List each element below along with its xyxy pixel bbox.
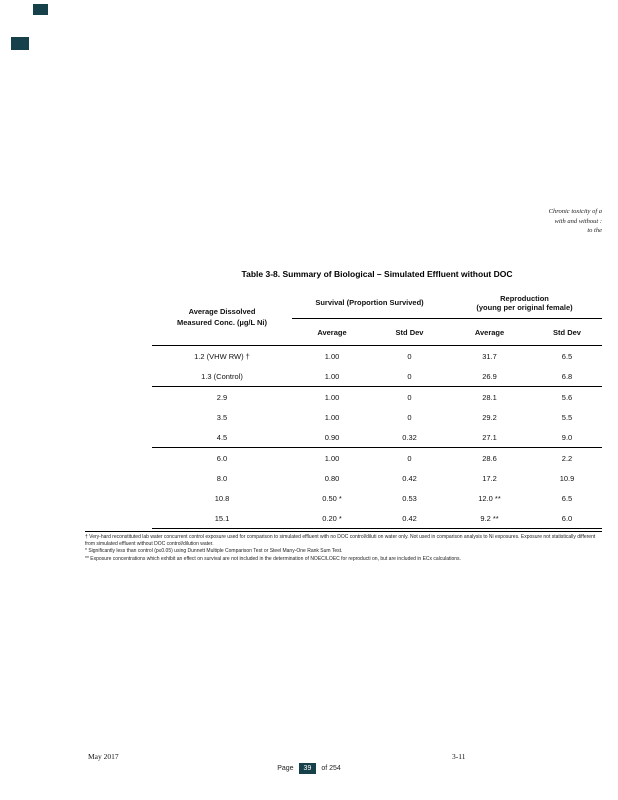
cell: 5.6: [532, 386, 603, 407]
cell: 0.50 *: [322, 493, 342, 503]
header-note-line: Chronic toxicity of a: [548, 208, 602, 215]
table-row: 10.8 0.50 * 0.53 12.0 ** 6.5: [152, 488, 602, 508]
row-label: 8.0: [216, 473, 228, 483]
page-indicator-suffix: of 254: [321, 765, 341, 772]
cell: 0.53: [402, 493, 417, 503]
column-header-average: Average: [292, 318, 372, 346]
row-label: 1.2 (VHW RW) †: [194, 351, 250, 361]
row-label: 6.0: [152, 447, 292, 468]
header-note-line: with and without :: [554, 217, 603, 225]
cell: 31.7: [482, 351, 497, 361]
column-header-average: Average: [447, 318, 533, 346]
column-header-stddev: Std Dev: [532, 318, 603, 346]
cell: 28.1: [447, 386, 533, 407]
cell: 12.0 **: [478, 493, 501, 503]
cell: 0.80: [324, 473, 340, 483]
footnote: † Very-hard reconstituted lab water conc…: [85, 534, 596, 547]
table-group-header-row: Average Dissolved Measured Conc. (µg/L N…: [152, 288, 603, 346]
row-label: 3.5: [216, 412, 228, 422]
column-group-reproduction: Reproduction (young per original female): [447, 288, 603, 319]
table-subheader-row: Average Std Dev Average Std Dev: [152, 318, 603, 346]
row-label: 15.1: [152, 508, 292, 529]
row-label: 2.9: [152, 386, 292, 407]
cell: 6.0: [532, 508, 603, 529]
column-header-line: Measured Conc. (µg/L Ni): [176, 317, 268, 327]
cell: 26.9: [482, 371, 497, 381]
table-row: 4.5 0.90 0.32 27.1 9.0: [152, 427, 602, 448]
cell: 0: [372, 447, 448, 468]
column-header-stddev: Std Dev: [372, 318, 448, 346]
footer-page-label: 3-11: [452, 752, 466, 761]
footnote: * Significantly less than control (p≤0.0…: [85, 548, 343, 554]
page-indicator-prefix: Page: [277, 765, 294, 772]
row-label: 4.5: [216, 432, 228, 442]
table-row: 3.5 1.00 0 29.2 5.5: [152, 407, 602, 427]
cell: 0.42: [372, 508, 448, 529]
table-row: 1.2 (VHW RW) † 1.00 0 31.7 6.5: [152, 346, 602, 367]
cell: 0: [407, 412, 412, 422]
cell: 10.9: [559, 473, 575, 483]
cell: 6.5: [561, 493, 573, 503]
table-row: 6.0 1.00 0 28.6 2.2: [152, 447, 603, 468]
cell: 1.00: [324, 371, 340, 381]
column-header-concentration: Average Dissolved Measured Conc. (µg/L N…: [152, 288, 292, 346]
column-group-label: Survival (Proportion Survived): [315, 298, 424, 308]
summary-table: Average Dissolved Measured Conc. (µg/L N…: [152, 288, 603, 529]
page-indicator: Page 39 of 254: [0, 763, 618, 774]
table-row: 1.3 (Control) 1.00 0 26.9 6.8: [152, 366, 602, 387]
cell: 1.00: [292, 386, 372, 407]
cell: 0: [372, 386, 448, 407]
cell: 0: [407, 371, 412, 381]
table-row: 2.9 1.00 0 28.1 5.6: [152, 386, 603, 407]
column-group-label: Reproduction: [500, 293, 549, 303]
cell: 9.0: [561, 432, 573, 442]
table-row: 15.1 0.20 * 0.42 9.2 ** 6.0: [152, 508, 603, 529]
cell: 1.00: [324, 412, 340, 422]
table-title: Table 3-8. Summary of Biological – Simul…: [241, 269, 513, 279]
cell: 6.8: [561, 371, 573, 381]
highlight-marker-icon: [11, 37, 29, 50]
table-row: 8.0 0.80 0.42 17.2 10.9: [152, 468, 602, 488]
header-note: Chronic toxicity of a with and without :…: [549, 207, 602, 236]
cell: 1.00: [292, 447, 372, 468]
cell: 28.6: [447, 447, 533, 468]
header-note-line: to the: [587, 227, 602, 234]
row-label: 10.8: [214, 493, 230, 503]
cell: 5.5: [561, 412, 573, 422]
row-label: 1.3 (Control): [201, 371, 243, 381]
cell: 0.42: [402, 473, 417, 483]
column-group-label: (young per original female): [476, 303, 573, 312]
page-number-input[interactable]: 39: [298, 763, 317, 774]
footer-date: May 2017: [88, 752, 119, 761]
cell: 0.90: [324, 432, 340, 442]
cell: 2.2: [532, 447, 603, 468]
cell: 6.5: [561, 351, 573, 361]
cell: 9.2 **: [447, 508, 533, 529]
column-group-survival: Survival (Proportion Survived): [292, 288, 448, 319]
table-footnotes: † Very-hard reconstituted lab water conc…: [85, 531, 602, 563]
cell: 0.32: [402, 432, 417, 442]
cell: 1.00: [324, 351, 340, 361]
footnote: ** Exposure concentrations which exhibit…: [85, 555, 461, 562]
cell: 29.2: [482, 412, 497, 422]
cell: 0: [407, 351, 412, 361]
cell: 27.1: [482, 432, 497, 442]
cell: 0.20 *: [292, 508, 372, 529]
cell: 17.2: [482, 473, 497, 483]
column-header-line: Average Dissolved: [188, 306, 256, 316]
highlight-marker-icon: [33, 4, 48, 15]
